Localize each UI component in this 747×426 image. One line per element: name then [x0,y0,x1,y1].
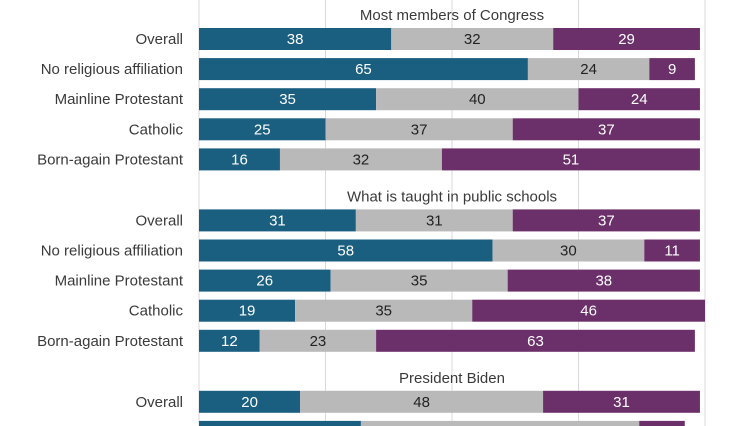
data-label: 58 [337,243,354,260]
bar-segment [199,88,377,111]
category-label: Mainline Protestant [55,91,184,108]
bar-segment [512,118,700,141]
data-label: 35 [411,273,428,290]
data-label: 31 [269,212,286,229]
data-label: 9 [658,424,666,426]
data-label: 9 [668,61,676,78]
bar-segment [578,88,700,111]
bar-segment [376,329,695,352]
bar-segment [199,58,528,81]
category-label: Catholic [129,303,184,320]
data-label: 32 [464,31,481,48]
category-label: No religious affiliation [41,424,183,426]
data-label: 35 [279,91,296,108]
category-label: Overall [135,31,183,48]
data-label: 31 [613,394,630,411]
data-label: 65 [355,61,372,78]
category-label: Mainline Protestant [55,273,184,290]
data-label: 55 [492,424,509,426]
data-label: 16 [231,151,248,168]
bar-segment [199,148,280,171]
bar-segment [644,239,700,262]
data-label: 63 [527,333,544,350]
data-label: 23 [310,333,327,350]
panel-title: What is taught in public schools [347,188,557,205]
data-label: 29 [618,31,635,48]
data-label: 32 [272,424,289,426]
bar-segment [376,88,579,111]
bar-segment [492,239,645,262]
bar-segment [199,28,392,50]
bar-segment [330,269,508,292]
bar-segment [199,269,331,292]
data-label: 24 [580,61,597,78]
bar-segment [543,390,700,413]
data-label: 40 [469,91,486,108]
bar-segment [553,28,700,50]
data-label: 30 [560,243,577,260]
bar-segment [391,28,554,50]
bar-segment [259,329,377,352]
bar-segment [325,118,513,141]
data-label: 37 [411,121,428,138]
data-label: 19 [239,303,256,320]
data-label: 31 [426,212,443,229]
bar-segment [639,420,685,426]
bar-segment [441,148,700,171]
bar-segment [199,390,301,413]
bar-segment [649,58,695,81]
category-label: Overall [135,394,183,411]
bar-segment [199,420,361,426]
data-label: 37 [598,121,615,138]
data-label: 38 [287,31,304,48]
bar-segment [472,299,705,322]
data-label: 12 [221,333,238,350]
bar-segment [295,299,473,322]
bar-segment [199,209,356,232]
data-label: 35 [375,303,392,320]
data-label: 20 [241,394,258,411]
category-label: Born-again Protestant [37,151,184,168]
data-label: 38 [595,273,612,290]
bar-segment [279,148,442,171]
bar-segment [300,390,544,413]
panel-title: Most members of Congress [360,7,544,24]
category-label: No religious affiliation [41,243,183,260]
data-label: 46 [580,303,597,320]
bar-segment [199,239,493,262]
bar-segment [512,209,700,232]
data-label: 32 [353,151,370,168]
chart-marks: Most members of Congress Overall 38 32 29 No … [37,7,705,426]
data-label: 11 [664,243,680,260]
bar-segment [355,209,513,232]
data-label: 26 [256,273,273,290]
panel-title: President Biden [399,370,505,387]
bar-segment [199,299,296,322]
data-label: 48 [413,394,430,411]
bar-segment [360,420,640,426]
data-label: 25 [254,121,271,138]
data-label: 37 [598,212,615,229]
data-label: 51 [563,151,580,168]
bar-segment [199,329,260,352]
category-label: Catholic [129,121,184,138]
bar-segment [507,269,700,292]
category-label: Born-again Protestant [37,333,184,350]
data-label: 24 [631,91,648,108]
category-label: No religious affiliation [41,61,183,78]
category-label: Overall [135,212,183,229]
bar-segment [527,58,650,81]
bar-segment [199,118,326,141]
